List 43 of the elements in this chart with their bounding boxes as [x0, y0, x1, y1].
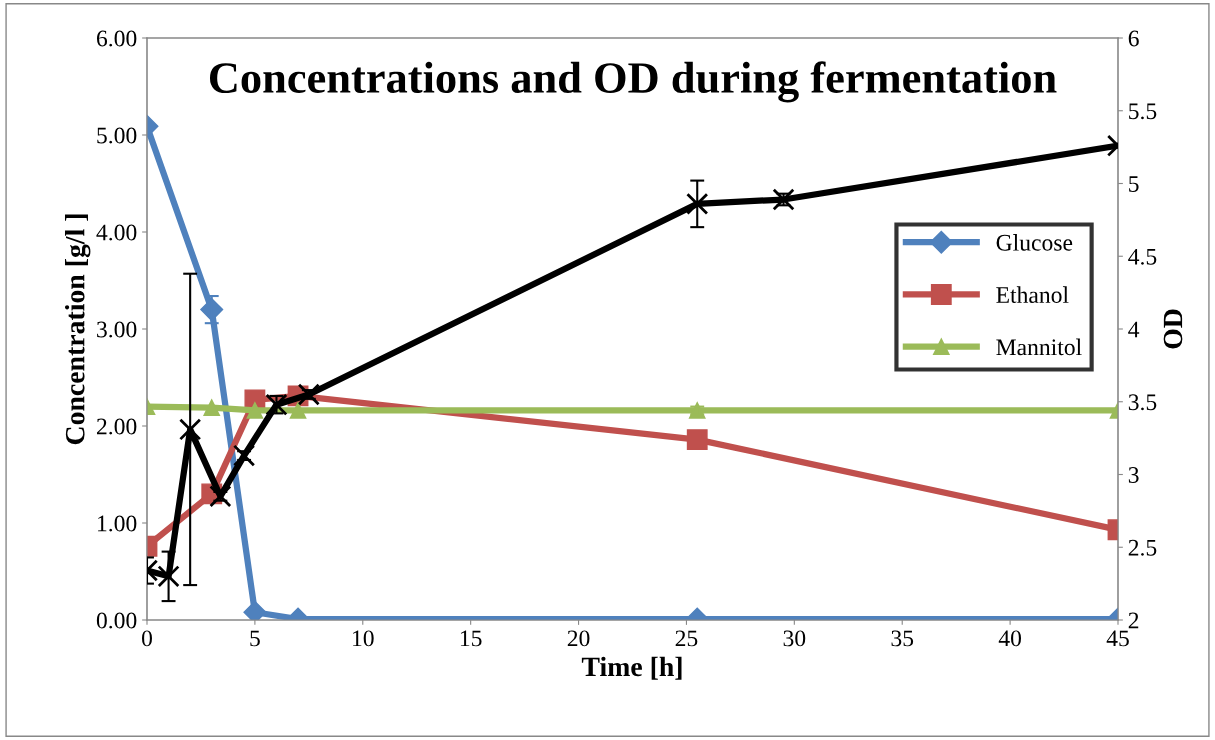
legend-label: Glucose: [996, 234, 1073, 251]
y-tick-label: 5.00: [97, 127, 137, 144]
x-tick-label: 0: [142, 630, 152, 647]
legend-label: Ethanol: [996, 286, 1069, 303]
point: [686, 429, 708, 450]
y2-tick-label: 4.5: [1128, 248, 1157, 265]
x-tick-label: 20: [567, 630, 590, 647]
point: [203, 399, 221, 416]
point: [686, 192, 709, 215]
y-tick-label: 4.00: [96, 224, 137, 241]
y-tick-label: 0.00: [96, 612, 137, 629]
x-axis-title: Time [h]: [581, 656, 682, 680]
legend-label: Mannitol: [996, 338, 1082, 356]
x-tick-label: 45: [1106, 630, 1129, 647]
y2-tick-label: 5.5: [1129, 103, 1157, 120]
y2-tick-label: 3.5: [1128, 394, 1157, 411]
x-tick-label: 30: [783, 630, 806, 647]
point: [232, 444, 256, 467]
point: [209, 485, 232, 508]
y2-tick-label: 2.5: [1128, 539, 1157, 556]
point: [289, 402, 307, 419]
point: [179, 418, 202, 441]
y-tick-label: 3.00: [97, 321, 137, 338]
y2-axis-title: OD: [1163, 309, 1183, 349]
y-tick-label: 1.00: [98, 515, 137, 532]
y2-tick-label: 4: [1128, 321, 1140, 338]
x-tick-label: 15: [460, 630, 482, 647]
y-axis-title: Concentration [g/l ]: [64, 214, 91, 445]
y2-tick-label: 2: [1128, 612, 1139, 629]
point: [157, 565, 180, 588]
y-tick-label: 6.00: [96, 30, 137, 47]
y2-tick-label: 6: [1128, 30, 1139, 47]
x-tick-label: 40: [998, 630, 1022, 647]
y2-tick-label: 5: [1129, 176, 1139, 192]
x-tick-label: 10: [353, 630, 374, 647]
point: [246, 402, 264, 419]
x-tick-label: 35: [891, 630, 914, 647]
point: [297, 383, 320, 406]
x-tick-label: 5: [250, 630, 260, 647]
x-tick-label: 25: [675, 630, 698, 647]
y2-tick-label: 3: [1128, 467, 1139, 483]
chart-title: Concentrations and OD during fermentation: [209, 61, 1057, 103]
y-tick-label: 2.00: [97, 418, 137, 435]
